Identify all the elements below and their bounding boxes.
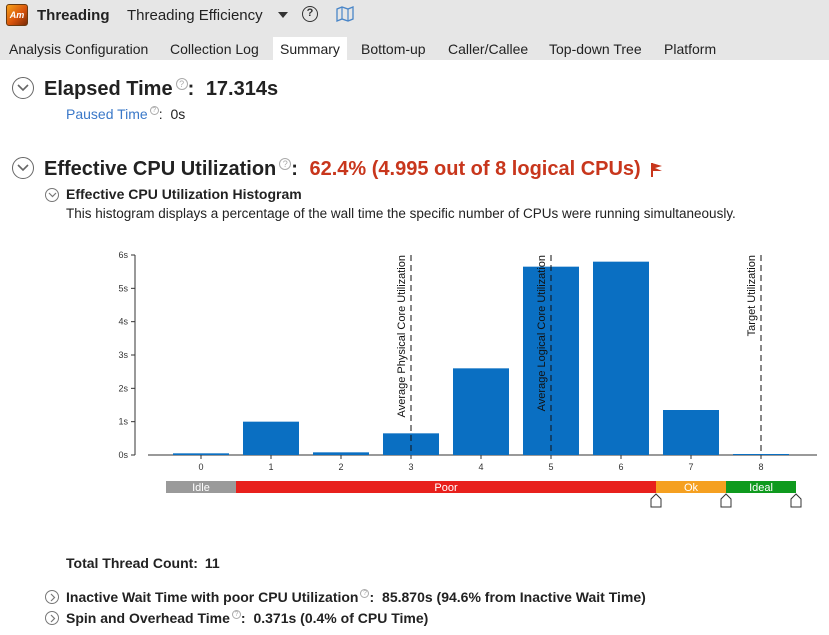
help-icon[interactable]: ? bbox=[231, 610, 241, 619]
paused-time-link[interactable]: Paused Time bbox=[66, 106, 148, 122]
bar-1 bbox=[243, 421, 299, 455]
marker-label: Average Logical Core Utilization bbox=[536, 255, 548, 411]
expand-spin-overhead-toggle[interactable] bbox=[45, 611, 59, 625]
thread-count-label: Total Thread Count: bbox=[66, 555, 198, 571]
bar-0 bbox=[173, 453, 229, 455]
thread-count-value: 11 bbox=[204, 555, 220, 571]
elapsed-time-label: Elapsed Time bbox=[44, 78, 173, 100]
zone-poor bbox=[236, 481, 656, 493]
zone-label: Poor bbox=[434, 482, 458, 494]
tab-top-down-tree[interactable]: Top-down Tree bbox=[549, 41, 642, 57]
tab-bottom-up[interactable]: Bottom-up bbox=[361, 41, 426, 57]
x-tick-label: 0 bbox=[198, 462, 203, 472]
collapse-cpu-util-toggle[interactable] bbox=[12, 157, 34, 179]
elapsed-time-heading: Elapsed Time?: 17.314s bbox=[44, 78, 279, 100]
help-icon[interactable]: ? bbox=[302, 6, 318, 22]
zone-ok bbox=[656, 481, 726, 493]
elapsed-time-value: 17.314s bbox=[205, 78, 279, 100]
chevron-down-icon bbox=[17, 84, 29, 92]
y-tick-label: 5s bbox=[118, 283, 128, 293]
x-tick-label: 4 bbox=[478, 462, 483, 472]
x-tick-label: 8 bbox=[758, 462, 763, 472]
tab-summary[interactable]: Summary bbox=[273, 37, 347, 60]
app-logo-icon: Am bbox=[6, 4, 28, 26]
bar-3 bbox=[383, 433, 439, 455]
expand-inactive-wait-toggle[interactable] bbox=[45, 590, 59, 604]
x-tick-label: 7 bbox=[688, 462, 693, 472]
zone-label: Ok bbox=[684, 482, 699, 494]
cpu-util-label: Effective CPU Utilization bbox=[44, 158, 277, 180]
warning-flag-icon bbox=[651, 162, 663, 177]
threshold-slider-handle bbox=[650, 493, 662, 508]
inactive-wait-value: 85.870s (94.6% from Inactive Wait Time) bbox=[382, 589, 646, 605]
histogram-title: Effective CPU Utilization Histogram bbox=[66, 186, 302, 202]
map-book-icon[interactable] bbox=[336, 6, 354, 22]
app-name: Threading bbox=[37, 7, 110, 24]
help-icon[interactable]: ? bbox=[175, 78, 188, 90]
analysis-type-selector[interactable]: Threading Efficiency bbox=[127, 7, 263, 24]
x-tick-label: 1 bbox=[268, 462, 273, 472]
bar-2 bbox=[313, 452, 369, 455]
help-icon[interactable]: ? bbox=[360, 589, 370, 598]
threshold-slider-handle bbox=[720, 493, 732, 508]
threshold-slider-handle bbox=[790, 493, 802, 508]
spin-overhead-value: 0.371s (0.4% of CPU Time) bbox=[253, 610, 429, 626]
cpu-util-heading: Effective CPU Utilization?: 62.4% (4.995… bbox=[44, 158, 664, 181]
x-tick-label: 6 bbox=[618, 462, 623, 472]
y-tick-label: 0s bbox=[118, 450, 128, 460]
help-icon[interactable]: ? bbox=[279, 158, 292, 170]
chevron-down-icon bbox=[17, 164, 29, 172]
bar-6 bbox=[593, 261, 649, 455]
paused-time-value: 0s bbox=[170, 106, 186, 122]
zone-ideal bbox=[726, 481, 796, 493]
x-tick-label: 2 bbox=[338, 462, 343, 472]
y-tick-label: 1s bbox=[118, 417, 128, 427]
tab-analysis-configuration[interactable]: Analysis Configuration bbox=[9, 41, 149, 57]
collapse-histogram-toggle[interactable] bbox=[45, 188, 59, 202]
cpu-util-value: 62.4% (4.995 out of 8 logical CPUs) bbox=[309, 158, 641, 180]
bar-7 bbox=[663, 410, 719, 455]
tab-caller-callee[interactable]: Caller/Callee bbox=[448, 41, 529, 57]
thread-count-row: Total Thread Count: 11 bbox=[66, 555, 220, 571]
inactive-wait-label: Inactive Wait Time with poor CPU Utiliza… bbox=[66, 589, 359, 605]
inactive-wait-row: Inactive Wait Time with poor CPU Utiliza… bbox=[66, 589, 646, 605]
chevron-down-icon[interactable] bbox=[278, 12, 288, 18]
y-tick-label: 6s bbox=[118, 250, 128, 260]
x-tick-label: 5 bbox=[548, 462, 553, 472]
paused-time-row: Paused Time?: 0s bbox=[66, 106, 186, 122]
y-tick-label: 3s bbox=[118, 350, 128, 360]
spin-overhead-row: Spin and Overhead Time?: 0.371s (0.4% of… bbox=[66, 610, 429, 626]
chevron-down-icon bbox=[48, 192, 57, 198]
chevron-right-icon bbox=[50, 593, 56, 602]
cpu-utilization-histogram: 0s 1s 2s 3s 4s 5s 6s 0 1 2 3 4 5 6 7 8 Average Physical … bbox=[118, 250, 817, 508]
bar-4 bbox=[453, 368, 509, 455]
chevron-right-icon bbox=[50, 614, 56, 623]
y-tick-label: 2s bbox=[118, 383, 128, 393]
bar-8 bbox=[733, 454, 789, 455]
zone-label: Ideal bbox=[749, 482, 773, 494]
collapse-elapsed-toggle[interactable] bbox=[12, 77, 34, 99]
zone-idle bbox=[166, 481, 236, 493]
x-tick-label: 3 bbox=[408, 462, 413, 472]
spin-overhead-label: Spin and Overhead Time bbox=[66, 610, 230, 626]
histogram-description: This histogram displays a percentage of … bbox=[66, 206, 736, 221]
title-bar: Am Threading Threading Efficiency ? bbox=[0, 0, 829, 31]
zone-label: Idle bbox=[192, 482, 210, 494]
marker-label: Target Utilization bbox=[746, 255, 758, 336]
help-icon[interactable]: ? bbox=[149, 106, 159, 115]
y-tick-label: 4s bbox=[118, 317, 128, 327]
marker-label: Average Physical Core Utilization bbox=[396, 255, 408, 417]
tab-platform[interactable]: Platform bbox=[664, 41, 717, 57]
tab-collection-log[interactable]: Collection Log bbox=[170, 41, 259, 57]
tab-bar: Analysis Configuration Collection Log Su… bbox=[0, 31, 829, 60]
